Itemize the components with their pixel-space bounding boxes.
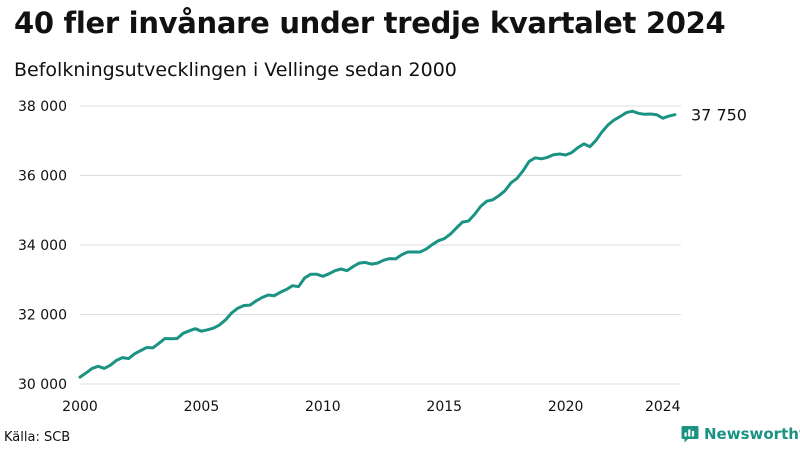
chart-subtitle: Befolkningsutvecklingen i Vellinge sedan… — [14, 59, 457, 81]
series-line — [78, 109, 677, 379]
series-group — [78, 109, 677, 379]
x-axis-ticks: 2000 2005 2010 2015 2020 2024 — [62, 399, 681, 415]
y-tick-label: 38 000 — [18, 99, 67, 115]
gridlines — [80, 105, 681, 385]
x-tick-label: 2020 — [548, 399, 584, 415]
newsworthy-logo-icon — [681, 426, 699, 443]
y-tick-label: 30 000 — [18, 377, 67, 393]
x-tick-label: 2015 — [426, 399, 462, 415]
newsworthy-logo[interactable]: Newsworthy — [681, 425, 800, 443]
x-tick-label: 2000 — [62, 399, 98, 415]
end-value-label: 37 750 — [691, 106, 747, 125]
x-tick-label: 2005 — [184, 399, 220, 415]
x-tick-label: 2010 — [305, 399, 341, 415]
x-tick-label: 2024 — [645, 399, 681, 415]
source-note: Källa: SCB — [4, 430, 71, 445]
y-tick-label: 32 000 — [18, 308, 67, 324]
y-tick-label: 34 000 — [18, 238, 67, 254]
y-tick-label: 36 000 — [18, 169, 67, 185]
brand-name: Newsworthy — [704, 425, 800, 443]
chart-title: 40 fler invånare under tredje kvartalet … — [14, 6, 726, 40]
end-label-group: 37 750 — [691, 106, 747, 125]
y-axis-ticks: 30 000 32 000 34 000 36 000 38 000 — [18, 99, 67, 393]
